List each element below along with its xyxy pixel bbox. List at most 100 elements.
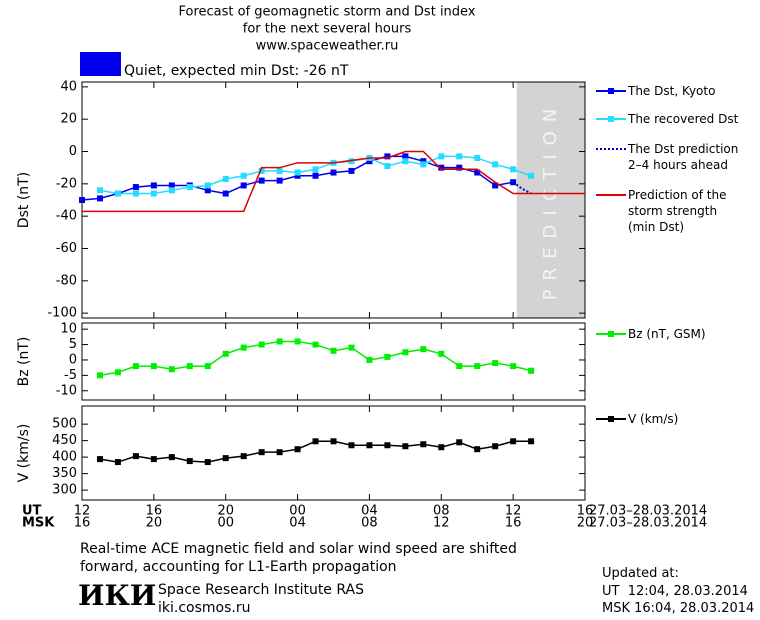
x-tick-label: 16 [577,504,594,519]
x-tick-label: 12 [74,504,91,519]
legend-marker [608,88,614,94]
data-point [492,360,499,367]
data-point [456,363,463,370]
data-point [204,363,211,370]
data-point [420,158,427,165]
x-tick-label: 08 [433,504,450,519]
legend-label: The Dst prediction 2–4 hours ahead [628,142,739,172]
data-point [294,338,301,345]
data-point [492,443,499,450]
data-point [294,172,301,179]
y-tick-label: -40 [56,209,77,224]
y-axis-label: Dst (nT) [16,172,32,228]
x2-tick-label: 00 [217,516,234,531]
legend-label: Bz (nT, GSM) [628,327,706,341]
site: iki.cosmos.ru [158,600,251,616]
data-point [222,190,229,197]
series-line [512,181,532,195]
data-point [240,172,247,179]
legend-label: Prediction of the storm strength (min Ds… [628,188,727,234]
x-tick-label: 20 [217,504,234,519]
data-point [150,363,157,370]
legend-label: The Dst, Kyoto [628,84,716,98]
data-point [312,166,319,173]
data-point [222,175,229,182]
y-tick-label: -100 [47,306,77,321]
x-axis-note: 27.03–28.03.2014 [589,516,707,531]
data-point [312,438,319,445]
data-point [114,459,121,466]
data-point [276,449,283,456]
data-point [474,363,481,370]
y-tick-label: 300 [52,483,77,498]
data-point [150,182,157,189]
x2-tick-label: 16 [74,516,91,531]
y-tick-label: 0 [69,352,77,367]
data-point [114,369,121,376]
data-point [168,187,175,194]
data-point [348,158,355,165]
x2-axis-label: MSK [22,516,55,531]
data-point [528,367,535,374]
data-point [474,446,481,453]
x2-tick-label: 20 [577,516,594,531]
data-point [492,161,499,168]
data-point [330,438,337,445]
y-tick-label: 0 [69,144,77,159]
data-point [204,182,211,189]
data-point [384,163,391,170]
x-axis-note: 27.03–28.03.2014 [589,504,707,519]
data-point [168,366,175,373]
y-tick-label: 40 [60,79,77,94]
y-tick-label: 500 [52,417,77,432]
plot-frame [81,81,586,319]
data-point [474,154,481,161]
prediction-band [516,82,585,318]
data-point [132,453,139,460]
data-point [312,172,319,179]
data-point [384,153,391,160]
data-point [330,169,337,176]
x2-tick-label: 16 [505,516,522,531]
footer-note: Real-time ACE magnetic field and solar w… [80,541,517,575]
legend-label: The recovered Dst [628,112,739,126]
data-point [79,197,85,203]
y-tick-label: 10 [60,322,77,337]
data-point [456,164,463,171]
data-point [294,169,301,176]
y-tick-label: -5 [64,368,77,383]
data-point [492,182,499,189]
data-point [528,172,535,179]
data-point [168,454,175,461]
data-point [168,182,175,189]
data-point [150,190,157,197]
updated-ut: UT 12:04, 28.03.2014 [602,584,748,599]
data-point [456,153,463,160]
data-point [510,438,517,445]
data-point [402,349,409,356]
data-point [258,177,265,184]
x-tick-label: 16 [146,504,163,519]
x2-tick-label: 12 [433,516,450,531]
subtitle: for the next several hours [243,22,412,37]
data-point [114,190,121,197]
data-point [348,167,355,174]
data-point [420,441,427,448]
status-swatch [80,52,121,76]
data-point [402,158,409,165]
updated-label: Updated at: [602,566,679,581]
x-axis-label: UT [22,504,42,519]
data-point [186,363,193,370]
data-point [276,177,283,184]
legend-label: V (km/s) [628,412,679,426]
data-point [240,344,247,351]
data-point [438,444,445,451]
data-point [96,187,103,194]
data-point [528,438,535,445]
data-point [204,459,211,466]
x2-tick-label: 08 [361,516,378,531]
data-point [348,442,355,449]
title: Forecast of geomagnetic storm and Dst in… [178,5,475,20]
url: www.spaceweather.ru [256,39,399,54]
legend-marker [608,331,614,337]
